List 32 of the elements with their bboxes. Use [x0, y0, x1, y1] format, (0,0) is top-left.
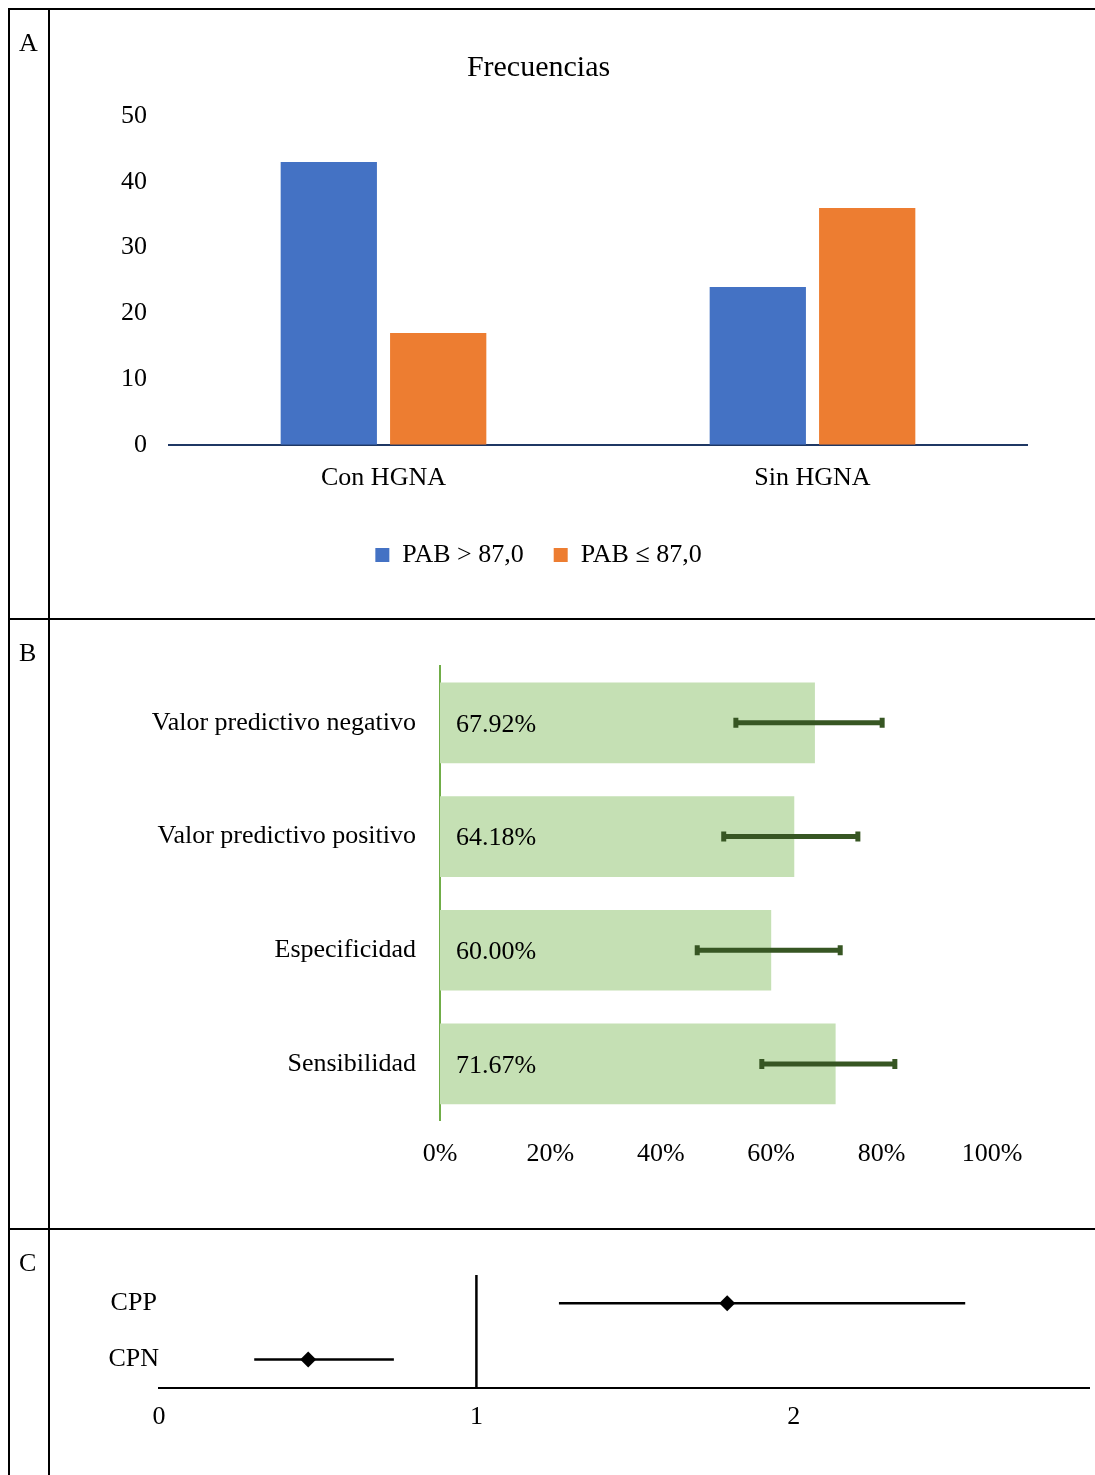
x-tick-label: 2: [787, 1401, 801, 1431]
chart-title: Frecuencias: [466, 48, 611, 82]
legend-label: PAB > 87,0: [402, 538, 524, 568]
y-tick-label: 20: [121, 297, 147, 327]
text: B: [19, 638, 37, 668]
data-label: 60.00%: [456, 936, 537, 966]
y-tick-label: 0: [134, 428, 147, 458]
x-tick-label: 20%: [526, 1138, 575, 1168]
y-tick-label: 10: [121, 362, 147, 392]
x-tick-label: 100%: [961, 1138, 1023, 1168]
text: A: [19, 28, 38, 58]
y-tick-label: 50: [121, 99, 147, 129]
x-tick-label: 0%: [422, 1138, 458, 1168]
y-tick-label: 40: [121, 165, 147, 195]
text: C: [19, 1248, 37, 1278]
data-label: 67.92%: [456, 708, 537, 738]
y-tick-label: Sensibilidad: [287, 1047, 416, 1077]
y-tick-label: Valor predictivo negativo: [151, 706, 416, 736]
y-tick-label: Valor predictivo positivo: [157, 820, 416, 850]
x-tick-label: 60%: [747, 1138, 796, 1168]
x-tick-label: 80%: [857, 1138, 906, 1168]
legend-label: PAB ≤ 87,0: [580, 538, 702, 568]
y-tick-label: 30: [121, 231, 147, 261]
y-tick-label: CPP: [110, 1287, 157, 1317]
y-tick-label: CPN: [108, 1343, 160, 1373]
x-tick-label: 1: [469, 1401, 483, 1431]
x-tick-label: Con HGNA: [321, 462, 447, 492]
x-tick-label: 40%: [636, 1138, 685, 1168]
data-label: 64.18%: [456, 822, 537, 852]
x-tick-label: Sin HGNA: [754, 462, 871, 492]
y-tick-label: Especificidad: [274, 934, 416, 964]
data-label: 71.67%: [456, 1049, 537, 1079]
